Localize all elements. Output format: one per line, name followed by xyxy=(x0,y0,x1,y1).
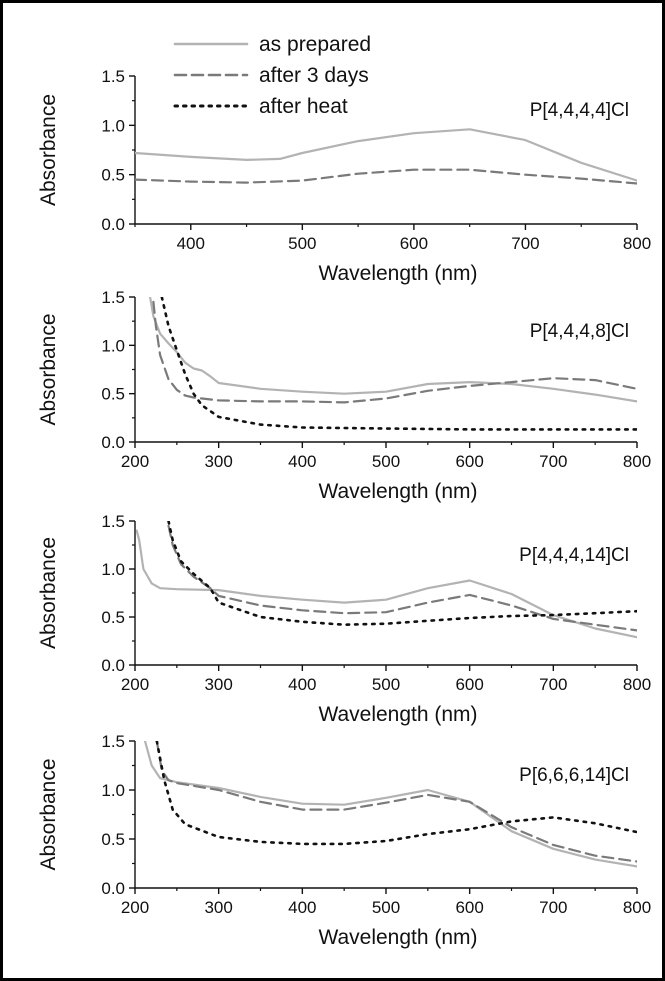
legend-label: as prepared xyxy=(259,33,371,56)
y-tick-label: 1.0 xyxy=(101,116,125,135)
series-line-after-3-days xyxy=(152,300,637,404)
panel-label: P[4,4,4,8]Cl xyxy=(530,321,629,342)
y-tick-label: 1.5 xyxy=(101,288,125,307)
x-tick-label: 700 xyxy=(539,898,567,917)
series-line-after-heat xyxy=(167,521,637,627)
legend-label: after heat xyxy=(259,95,348,118)
x-tick-label: 400 xyxy=(288,675,316,694)
series-line-after-3-days xyxy=(167,524,637,632)
series-line-after-heat xyxy=(160,297,637,431)
series-line-after-heat xyxy=(155,741,637,846)
x-tick-label: 700 xyxy=(511,234,539,253)
x-tick-label: 400 xyxy=(288,898,316,917)
x-axis-title: Wavelength (nm) xyxy=(318,480,477,503)
y-axis-title: Absorbance xyxy=(37,94,60,206)
series-line-after-3-days xyxy=(135,168,637,185)
panel-3: 0.0 0.5 1.0 1.5 200 300 400 500 600 700 800 Wavelen… xyxy=(37,512,651,726)
series-line-after-3-days xyxy=(155,741,637,863)
y-tick-label: 0.5 xyxy=(101,385,125,404)
x-tick-label: 500 xyxy=(372,898,400,917)
y-tick-label: 0.5 xyxy=(101,608,125,627)
x-tick-label: 800 xyxy=(623,234,651,253)
x-tick-label: 600 xyxy=(455,675,483,694)
x-tick-label: 800 xyxy=(623,452,651,471)
x-tick-label: 300 xyxy=(204,898,232,917)
y-axis-title: Absorbance xyxy=(37,313,60,425)
y-tick-label: 0.0 xyxy=(101,215,125,234)
x-tick-label: 500 xyxy=(288,234,316,253)
x-tick-label: 600 xyxy=(455,898,483,917)
x-tick-label: 400 xyxy=(177,234,205,253)
series-line-as-prepared xyxy=(135,529,637,639)
panel-label: P[4,4,4,14]Cl xyxy=(519,545,629,566)
y-tick-label: 0.5 xyxy=(101,166,125,185)
y-tick-label: 1.0 xyxy=(101,560,125,579)
x-tick-label: 600 xyxy=(400,234,428,253)
y-tick-label: 0.5 xyxy=(101,830,125,849)
x-tick-label: 700 xyxy=(539,675,567,694)
x-tick-label: 500 xyxy=(372,452,400,471)
y-tick-label: 0.0 xyxy=(101,656,125,675)
y-tick-label: 1.0 xyxy=(101,781,125,800)
x-tick-label: 200 xyxy=(121,675,149,694)
x-tick-label: 800 xyxy=(623,675,651,694)
panel-2: 0.0 0.5 1.0 1.5 200 300 400 500 600 700 800 Wavelen… xyxy=(37,288,651,503)
y-tick-label: 0.0 xyxy=(101,879,125,898)
legend-label: after 3 days xyxy=(259,64,369,87)
y-axis-title: Absorbance xyxy=(37,758,60,870)
x-tick-label: 600 xyxy=(455,452,483,471)
x-tick-label: 200 xyxy=(121,452,149,471)
panel-label: P[6,6,6,14]Cl xyxy=(519,765,629,786)
x-axis-title: Wavelength (nm) xyxy=(318,926,477,949)
y-tick-label: 0.0 xyxy=(101,433,125,452)
x-tick-label: 300 xyxy=(204,675,232,694)
x-tick-label: 500 xyxy=(372,675,400,694)
series-line-as-prepared xyxy=(135,128,637,182)
x-tick-label: 800 xyxy=(623,898,651,917)
y-tick-label: 1.5 xyxy=(101,512,125,531)
y-axis-title: Absorbance xyxy=(37,537,60,649)
y-tick-label: 1.5 xyxy=(101,732,125,751)
x-axis-title: Wavelength (nm) xyxy=(318,262,477,285)
x-tick-label: 700 xyxy=(539,452,567,471)
panel-1: 0.0 0.5 1.0 1.5 400 500 600 700 800 Wavelength (n… xyxy=(37,67,651,285)
x-axis-title: Wavelength (nm) xyxy=(318,703,477,726)
series-line-as-prepared xyxy=(143,741,637,868)
x-tick-label: 200 xyxy=(121,898,149,917)
chart-canvas: 0.0 0.5 1.0 1.5 400 500 600 700 800 Wavelength (n… xyxy=(37,33,651,949)
legend: as prepared after 3 days after heat xyxy=(173,33,371,118)
y-tick-label: 1.0 xyxy=(101,336,125,355)
series-line-as-prepared xyxy=(149,297,637,403)
panel-label: P[4,4,4,4]Cl xyxy=(530,100,629,121)
y-tick-label: 1.5 xyxy=(101,67,125,86)
x-tick-label: 400 xyxy=(288,452,316,471)
x-tick-label: 300 xyxy=(204,452,232,471)
panel-4: 0.0 0.5 1.0 1.5 200 300 400 500 600 700 800 Wavelen… xyxy=(37,732,651,949)
